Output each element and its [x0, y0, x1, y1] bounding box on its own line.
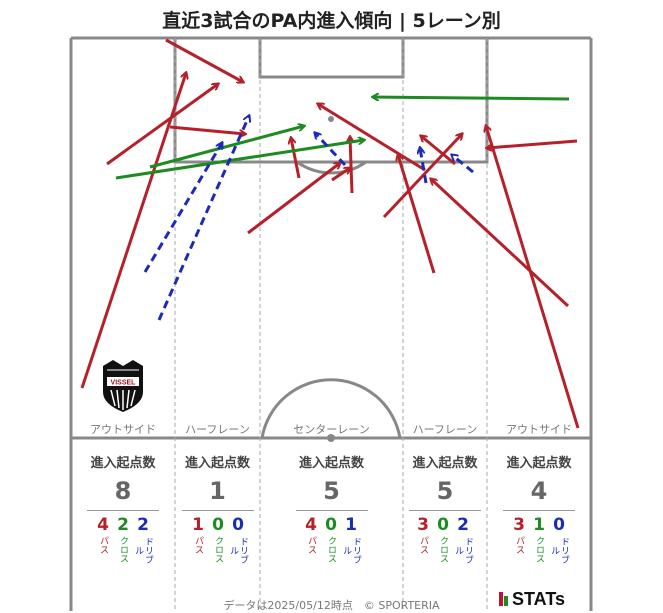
cross-label: クロス	[534, 536, 544, 563]
footer-credit: データは2025/05/12時点 © SPORTERIA	[223, 599, 440, 612]
stat-total: 5	[323, 477, 340, 505]
dribble-label: ドリブル	[133, 537, 153, 564]
dribble-label: ドリブル	[453, 537, 473, 564]
pass-arrow	[331, 168, 350, 182]
lane-stats-halfspace-left: 進入起点数 1	[175, 452, 260, 511]
brand-bar-green	[504, 596, 508, 606]
breakdown-outside-left: 4 パス 2 クロス 2 ドリブル	[93, 515, 153, 564]
cross-arrow	[149, 126, 304, 169]
pass-arrow	[247, 163, 340, 235]
pass-count: 3	[417, 515, 429, 535]
pass-arrow	[421, 136, 456, 166]
pass-label: パス	[418, 536, 428, 554]
divider	[87, 510, 159, 511]
divider	[295, 510, 368, 511]
pass-arrow	[382, 134, 462, 219]
lane-label-outside-left: アウトサイド	[90, 423, 156, 436]
lane-dividers	[174, 38, 488, 611]
dribble-label: ドリブル	[341, 537, 361, 564]
stat-header: 進入起点数	[90, 456, 156, 471]
stat-total: 1	[209, 477, 226, 505]
stat-header: 進入起点数	[412, 456, 478, 471]
dribble-count: 1	[345, 515, 357, 535]
cross-label: クロス	[326, 536, 336, 563]
dribble-arrows	[143, 116, 474, 321]
pass-count: 3	[513, 515, 525, 535]
pass-label: パス	[98, 536, 108, 554]
dribble-count: 2	[137, 515, 149, 535]
dribble-arrow	[420, 148, 428, 184]
pass-arrow	[350, 137, 352, 194]
breakdown-center: 4 パス 0 クロス 1 ドリブル	[301, 515, 361, 564]
pass-arrows	[80, 38, 580, 429]
dribble-arrow	[315, 133, 347, 167]
vissel-kobe-crest-icon: VISSEL	[103, 360, 143, 412]
dribble-arrow	[157, 116, 249, 321]
breakdown-outside-right: 3 パス 1 クロス 0 ドリブル	[509, 515, 569, 564]
dribble-count: 0	[232, 515, 244, 535]
pass-arrow	[80, 73, 186, 389]
pass-arrow	[487, 139, 578, 148]
brand-text: STATs	[512, 589, 565, 609]
dribble-label: ドリブル	[228, 537, 248, 564]
lane-stats-outside-left: 進入起点数 8	[71, 452, 175, 511]
cross-count: 1	[533, 515, 545, 535]
stat-total: 4	[530, 477, 548, 505]
dribble-count: 2	[457, 515, 469, 535]
pass-arrow	[486, 126, 580, 429]
pass-arrow	[398, 155, 436, 274]
cross-count: 0	[325, 515, 337, 535]
lane-label-outside-right: アウトサイド	[506, 423, 572, 436]
svg-text:VISSEL: VISSEL	[111, 380, 137, 387]
stat-header: 進入起点数	[298, 456, 364, 471]
divider	[409, 510, 481, 511]
brand-bar-red	[499, 592, 503, 606]
cross-arrows	[115, 97, 570, 180]
cross-arrow	[115, 140, 364, 180]
cross-label: クロス	[118, 536, 128, 563]
lane-stats-outside-right: 進入起点数 4	[487, 452, 591, 511]
stat-header: 進入起点数	[506, 456, 572, 471]
pass-count: 4	[305, 515, 317, 535]
divider	[503, 510, 575, 511]
lane-stats-center: 進入起点数 5	[260, 452, 403, 511]
pass-arrow	[169, 125, 245, 134]
lane-label-halfspace-left: ハーフレーン	[185, 423, 250, 436]
stat-total: 8	[114, 477, 132, 505]
lane-label-halfspace-right: ハーフレーン	[412, 423, 478, 436]
pass-label: パス	[193, 536, 203, 554]
pass-arrow	[431, 179, 570, 308]
cross-count: 2	[117, 515, 129, 535]
penalty-spot	[328, 116, 334, 122]
pass-label: パス	[514, 536, 524, 554]
center-spot	[327, 434, 335, 442]
breakdown-halfspace-left: 1 パス 0 クロス 0 ドリブル	[188, 515, 248, 564]
pass-arrow	[318, 104, 426, 172]
cross-label: クロス	[213, 536, 223, 563]
breakdown-halfspace-right: 3 パス 0 クロス 2 ドリブル	[413, 515, 473, 564]
pass-label: パス	[306, 536, 316, 554]
cross-count: 0	[437, 515, 449, 535]
pass-count: 4	[97, 515, 109, 535]
cross-label: クロス	[438, 536, 448, 563]
pass-arrow	[106, 84, 218, 166]
pass-arrow	[291, 138, 301, 179]
stat-header: 進入起点数	[184, 456, 250, 471]
dribble-count: 0	[553, 515, 565, 535]
lane-label-center: センターレーン	[293, 423, 370, 436]
chart-title: 直近3試合のPA内進入傾向 | 5レーン別	[162, 10, 501, 32]
stat-total: 5	[436, 477, 454, 505]
cross-count: 0	[212, 515, 224, 535]
brand-logo: STATs	[499, 589, 565, 610]
pass-count: 1	[192, 515, 204, 535]
divider	[181, 510, 254, 511]
pass-arrow	[165, 38, 243, 82]
dribble-label: ドリブル	[549, 537, 569, 564]
dribble-arrow	[452, 155, 474, 174]
lane-stats-halfspace-right: 進入起点数 5	[403, 452, 487, 511]
cross-arrow	[373, 97, 570, 99]
